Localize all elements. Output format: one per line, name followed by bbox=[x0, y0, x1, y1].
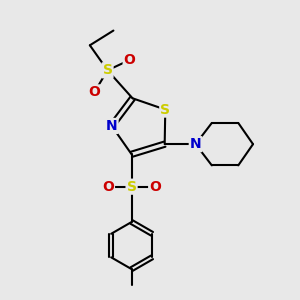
Text: O: O bbox=[88, 85, 100, 99]
Text: S: S bbox=[127, 180, 136, 194]
Text: O: O bbox=[124, 53, 136, 67]
Text: S: S bbox=[103, 63, 112, 77]
Text: S: S bbox=[160, 103, 170, 117]
Text: O: O bbox=[149, 180, 161, 194]
Text: O: O bbox=[102, 180, 114, 194]
Text: N: N bbox=[106, 119, 118, 133]
Text: N: N bbox=[190, 137, 201, 151]
